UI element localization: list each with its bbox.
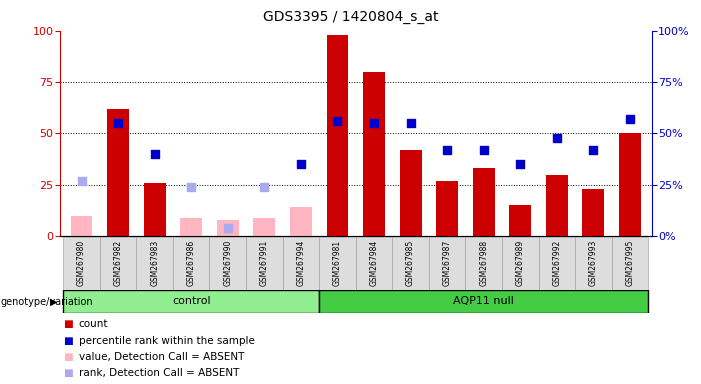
Point bbox=[112, 120, 123, 126]
Text: GSM267988: GSM267988 bbox=[479, 240, 488, 286]
Bar bbox=[538, 237, 575, 290]
Text: GSM267989: GSM267989 bbox=[516, 240, 525, 286]
Bar bbox=[144, 183, 165, 236]
Point bbox=[222, 225, 233, 231]
Text: ■: ■ bbox=[63, 352, 73, 362]
Point bbox=[478, 147, 489, 153]
Bar bbox=[137, 237, 173, 290]
Text: GSM267985: GSM267985 bbox=[406, 240, 415, 286]
Bar bbox=[575, 237, 612, 290]
Bar bbox=[472, 168, 495, 236]
Bar bbox=[546, 174, 568, 236]
Bar bbox=[400, 150, 421, 236]
Bar bbox=[583, 189, 604, 236]
Text: GSM267982: GSM267982 bbox=[114, 240, 123, 286]
Point bbox=[149, 151, 161, 157]
Text: GSM267992: GSM267992 bbox=[552, 240, 562, 286]
Bar bbox=[619, 134, 641, 236]
Bar bbox=[290, 207, 312, 236]
Text: control: control bbox=[172, 296, 210, 306]
Point bbox=[551, 134, 562, 141]
Text: value, Detection Call = ABSENT: value, Detection Call = ABSENT bbox=[79, 352, 244, 362]
Bar bbox=[173, 237, 210, 290]
Text: ▶: ▶ bbox=[50, 297, 57, 307]
Text: GSM267986: GSM267986 bbox=[186, 240, 196, 286]
Bar bbox=[355, 237, 393, 290]
Bar bbox=[612, 237, 648, 290]
Bar bbox=[510, 205, 531, 236]
Text: GSM267993: GSM267993 bbox=[589, 240, 598, 286]
Point bbox=[332, 118, 343, 124]
Text: GSM267991: GSM267991 bbox=[260, 240, 269, 286]
Text: ■: ■ bbox=[63, 319, 73, 329]
Bar bbox=[319, 290, 648, 313]
Text: GSM267984: GSM267984 bbox=[369, 240, 379, 286]
Text: GSM267990: GSM267990 bbox=[224, 240, 232, 286]
Point bbox=[515, 161, 526, 167]
Bar bbox=[217, 220, 239, 236]
Point bbox=[76, 178, 87, 184]
Bar bbox=[465, 237, 502, 290]
Bar bbox=[393, 237, 429, 290]
Bar bbox=[107, 109, 129, 236]
Point bbox=[442, 147, 453, 153]
Text: GSM267980: GSM267980 bbox=[77, 240, 86, 286]
Text: ■: ■ bbox=[63, 368, 73, 378]
Point bbox=[369, 120, 380, 126]
Bar bbox=[436, 181, 458, 236]
Bar bbox=[63, 290, 319, 313]
Bar bbox=[63, 237, 100, 290]
Bar bbox=[71, 216, 93, 236]
Text: rank, Detection Call = ABSENT: rank, Detection Call = ABSENT bbox=[79, 368, 239, 378]
Bar bbox=[246, 237, 283, 290]
Bar bbox=[253, 218, 275, 236]
Text: percentile rank within the sample: percentile rank within the sample bbox=[79, 336, 254, 346]
Point bbox=[186, 184, 197, 190]
Bar bbox=[319, 237, 355, 290]
Bar bbox=[210, 237, 246, 290]
Text: GSM267981: GSM267981 bbox=[333, 240, 342, 286]
Text: GSM267994: GSM267994 bbox=[297, 240, 306, 286]
Text: GSM267987: GSM267987 bbox=[442, 240, 451, 286]
Text: GDS3395 / 1420804_s_at: GDS3395 / 1420804_s_at bbox=[263, 10, 438, 23]
Bar bbox=[363, 72, 385, 236]
Bar bbox=[502, 237, 538, 290]
Text: AQP11 null: AQP11 null bbox=[454, 296, 514, 306]
Bar bbox=[180, 218, 202, 236]
Point bbox=[588, 147, 599, 153]
Point bbox=[625, 116, 636, 122]
Bar bbox=[283, 237, 319, 290]
Point bbox=[295, 161, 306, 167]
Text: ■: ■ bbox=[63, 336, 73, 346]
Bar bbox=[429, 237, 465, 290]
Point bbox=[259, 184, 270, 190]
Point bbox=[405, 120, 416, 126]
Bar bbox=[327, 35, 348, 236]
Text: genotype/variation: genotype/variation bbox=[1, 297, 93, 307]
Bar bbox=[100, 237, 137, 290]
Text: GSM267995: GSM267995 bbox=[625, 240, 634, 286]
Text: count: count bbox=[79, 319, 108, 329]
Text: GSM267983: GSM267983 bbox=[150, 240, 159, 286]
